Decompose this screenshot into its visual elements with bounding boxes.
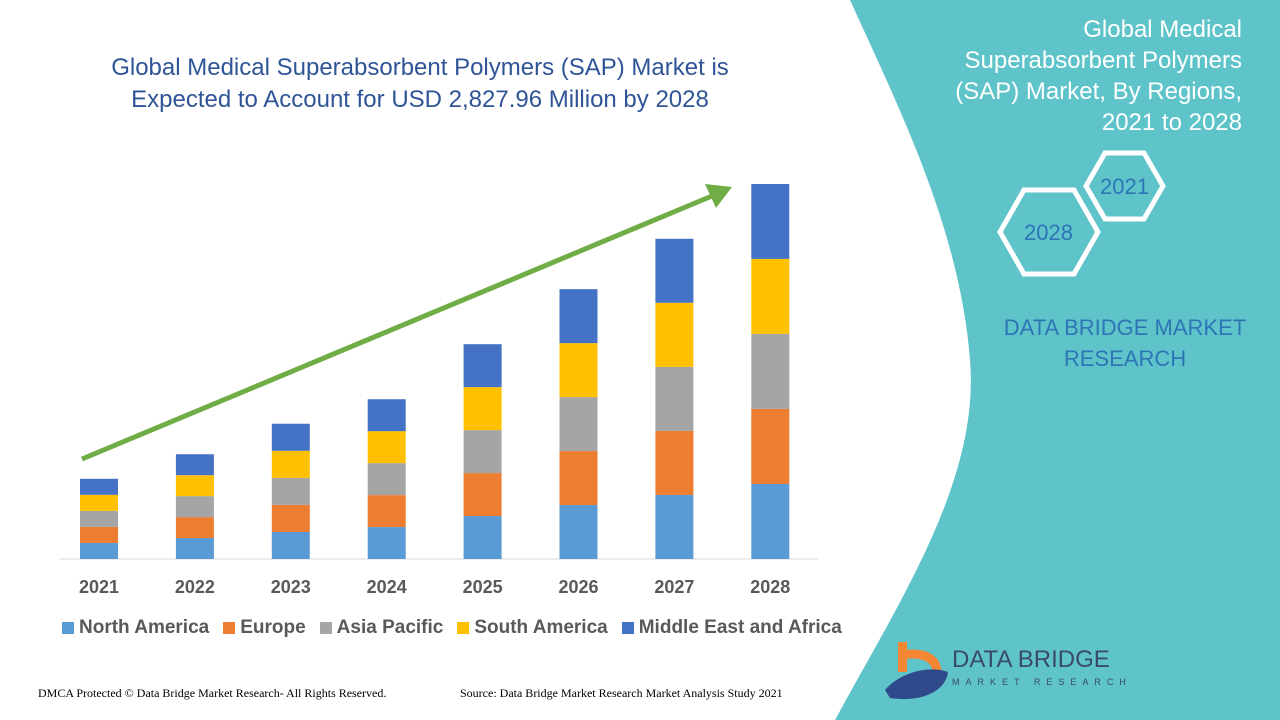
- bar-2024-north-america: [367, 527, 406, 559]
- bar-2024-middle-east-and-africa: [367, 399, 406, 432]
- data-bridge-logo-mark: [885, 642, 948, 700]
- footer-copyright: DMCA Protected © Data Bridge Market Rese…: [38, 686, 387, 700]
- bar-2027-europe: [655, 430, 694, 495]
- side-panel-title: Global Medical Superabsorbent Polymers (…: [955, 16, 1242, 136]
- bar-2028-middle-east-and-africa: [751, 184, 790, 259]
- chart-title: Global Medical Superabsorbent Polymers (…: [111, 54, 729, 113]
- bar-2025-south-america: [463, 387, 502, 431]
- logo-name: DATA BRIDGE: [952, 646, 1110, 673]
- bar-2024-asia-pacific: [367, 463, 406, 496]
- bar-2022-middle-east-and-africa: [175, 454, 214, 476]
- bar-2025-europe: [463, 473, 502, 517]
- x-tick-label: 2024: [367, 577, 407, 597]
- legend-swatch: [457, 622, 470, 634]
- legend-item: South America: [457, 617, 608, 639]
- legend-item: North America: [62, 617, 209, 639]
- bar-2023-north-america: [271, 531, 310, 559]
- bar-2025-north-america: [463, 516, 502, 559]
- legend-swatch: [62, 622, 74, 634]
- bar-2024-europe: [367, 495, 406, 528]
- bar-2027-north-america: [655, 494, 694, 559]
- bar-2026-middle-east-and-africa: [559, 289, 598, 344]
- bar-2021-europe: [80, 526, 118, 543]
- legend-swatch: [319, 622, 332, 634]
- legend-label: Middle East and Africa: [638, 617, 842, 638]
- bar-2027-south-america: [655, 302, 694, 367]
- bar-2023-asia-pacific: [271, 477, 310, 505]
- legend-item: Asia Pacific: [319, 617, 444, 639]
- legend-item: Europe: [223, 617, 306, 639]
- hexagon-2021: [1083, 150, 1166, 222]
- brand-text: DATA BRIDGE MARKET RESEARCH: [1003, 315, 1247, 371]
- legend-swatch: [223, 622, 236, 634]
- legend-label: Asia Pacific: [336, 617, 444, 638]
- x-tick-label: 2021: [79, 577, 119, 597]
- bar-2027-asia-pacific: [655, 366, 694, 431]
- footer-source: Source: Data Bridge Market Research Mark…: [460, 686, 783, 700]
- legend-label: South America: [474, 617, 608, 638]
- bar-2026-south-america: [559, 343, 598, 398]
- bar-2023-middle-east-and-africa: [271, 423, 310, 451]
- bar-2025-asia-pacific: [463, 430, 502, 474]
- bar-2026-europe: [559, 451, 598, 506]
- hex-label-2028: 2028: [1024, 220, 1073, 245]
- bar-2022-north-america: [175, 538, 214, 559]
- bar-2026-asia-pacific: [559, 397, 598, 452]
- hex-label-2021: 2021: [1100, 174, 1149, 199]
- bar-2026-north-america: [559, 505, 598, 559]
- bar-2022-south-america: [175, 475, 214, 497]
- side-panel-background: [835, 0, 1280, 720]
- bar-2021-south-america: [80, 494, 118, 511]
- bar-2022-asia-pacific: [175, 496, 214, 518]
- bar-2027-middle-east-and-africa: [655, 238, 694, 303]
- trend-arrow: [81, 184, 732, 462]
- bar-2028-europe: [751, 408, 790, 484]
- bar-2023-south-america: [271, 450, 310, 478]
- logo-subtitle: MARKET RESEARCH: [952, 677, 1132, 687]
- x-tick-label: 2025: [463, 577, 503, 597]
- legend-swatch: [621, 622, 634, 634]
- x-tick-label: 2027: [654, 577, 694, 597]
- x-tick-label: 2026: [558, 577, 598, 597]
- bar-2028-asia-pacific: [751, 333, 790, 409]
- bar-2021-north-america: [80, 542, 118, 559]
- bar-2021-asia-pacific: [80, 510, 118, 527]
- bar-2028-south-america: [751, 258, 790, 334]
- legend-label: North America: [79, 617, 210, 638]
- bar-2022-europe: [175, 517, 214, 539]
- legend-label: Europe: [240, 617, 306, 638]
- bar-2021-middle-east-and-africa: [80, 478, 118, 495]
- bar-2028-north-america: [751, 483, 790, 559]
- x-tick-label: 2023: [271, 577, 311, 597]
- bar-2025-middle-east-and-africa: [463, 344, 502, 388]
- bar-2023-europe: [271, 504, 310, 532]
- x-tick-label: 2022: [175, 577, 215, 597]
- legend: North America Europe Asia Pacific South Ame…: [62, 617, 842, 639]
- x-tick-label: 2028: [750, 577, 790, 597]
- legend-item: Middle East and Africa: [621, 617, 842, 639]
- bar-2024-south-america: [367, 431, 406, 464]
- hexagon-2028: [997, 187, 1101, 277]
